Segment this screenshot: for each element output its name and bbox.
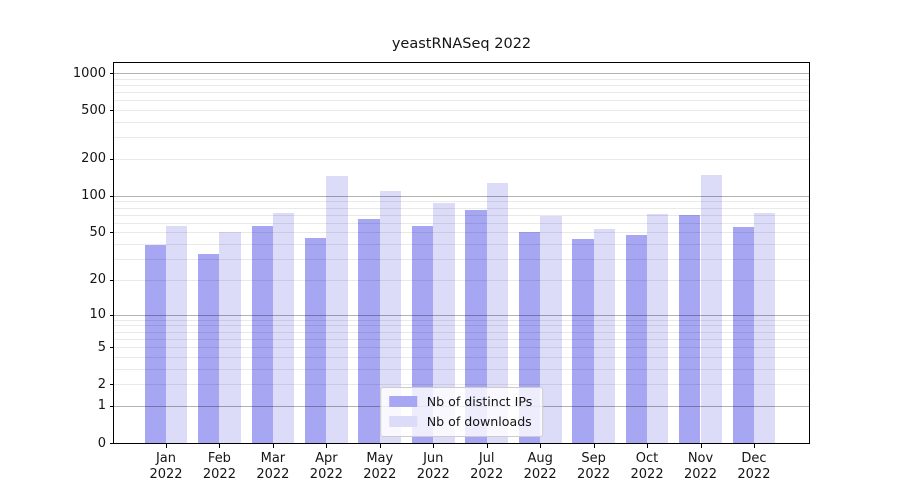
x-axis: Jan 2022 Feb 2022 Mar 2022 Apr 2022 May 2022… [114, 451, 809, 491]
y-tick-label: 0 [97, 435, 106, 451]
y-tick-label: 100 [81, 188, 106, 204]
x-tick-mark [647, 444, 649, 448]
legend: Nb of distinct IPs Nb of downloads [379, 387, 544, 437]
legend-swatch-ips [388, 396, 417, 407]
y-tick-label: 50 [89, 224, 106, 240]
x-tick-mark [379, 444, 381, 448]
bar-ips-mar [251, 225, 273, 443]
gridline-minor [114, 78, 809, 80]
bar-downloads-oct [647, 213, 669, 443]
bar-downloads-aug [540, 216, 562, 443]
gridline-minor [114, 84, 809, 86]
x-tick-label: Apr 2022 [309, 451, 343, 482]
bar-downloads-nov [700, 175, 722, 443]
gridline-minor [114, 222, 809, 224]
gridline-minor [114, 319, 809, 321]
gridline-minor [114, 232, 809, 234]
bar-downloads-dec [753, 213, 776, 443]
y-axis: 1000 500 200 100 50 20 10 5 2 1 0 [0, 63, 106, 451]
gridline-minor [114, 201, 809, 203]
y-tick-label: 5 [97, 339, 106, 355]
bar-ips-may [358, 219, 380, 443]
gridline-minor [114, 92, 809, 94]
x-tick-mark [700, 444, 702, 448]
y-tick-label: 200 [81, 151, 106, 167]
y-tick-label: 1000 [72, 65, 106, 81]
x-tick-mark [753, 444, 755, 448]
gridline-minor [114, 347, 809, 349]
x-tick-mark [486, 444, 488, 448]
gridline-minor [114, 259, 809, 261]
x-tick-label: Feb 2022 [202, 451, 236, 482]
legend-label: Nb of distinct IPs [426, 394, 533, 409]
legend-item: Nb of downloads [388, 414, 533, 429]
gridline-minor [114, 279, 809, 281]
legend-item: Nb of distinct IPs [388, 394, 533, 409]
x-tick-label: Jul 2022 [470, 451, 504, 482]
grid-layer [114, 63, 809, 443]
x-tick-label: Sep 2022 [577, 451, 611, 482]
gridline-minor [114, 368, 809, 370]
gridline-minor [114, 331, 809, 333]
x-tick-label: Jan 2022 [149, 451, 183, 482]
bar-ips-nov [679, 215, 701, 443]
gridline-major [114, 314, 809, 316]
legend-label: Nb of downloads [426, 414, 532, 429]
bar-downloads-jan [166, 225, 188, 443]
gridline-minor [114, 137, 809, 139]
plot-area: Nb of distinct IPs Nb of downloads [113, 62, 810, 444]
gridline-major [114, 73, 809, 74]
x-tick-mark [540, 444, 542, 448]
x-tick-label: Jun 2022 [416, 451, 450, 482]
x-tick-mark [433, 444, 435, 448]
gridline-minor [114, 244, 809, 246]
x-tick-mark [166, 444, 167, 448]
gridline-minor [114, 158, 809, 160]
y-tick-label: 10 [89, 307, 106, 323]
bar-ips-jan [144, 245, 166, 443]
gridline-minor [114, 338, 809, 340]
bar-ips-sep [572, 239, 594, 443]
gridline-minor [114, 384, 809, 386]
bar-downloads-apr [326, 176, 348, 443]
bar-downloads-feb [219, 232, 241, 443]
gridline-minor [114, 356, 809, 358]
bar-ips-dec [732, 227, 754, 443]
gridline-minor [114, 100, 809, 102]
x-tick-label: Mar 2022 [256, 451, 290, 482]
bar-ips-feb [198, 254, 220, 443]
legend-swatch-downloads [388, 416, 417, 427]
x-tick-label: Nov 2022 [683, 451, 718, 482]
gridline-minor [114, 207, 809, 209]
bar-downloads-sep [593, 229, 615, 443]
x-tick-mark [272, 444, 274, 448]
gridline-minor [114, 110, 809, 112]
gridline-major [114, 195, 809, 197]
bar-ips-apr [304, 237, 327, 443]
bars-layer [114, 63, 809, 443]
x-tick-label: Dec 2022 [737, 451, 771, 482]
chart-title: yeastRNASeq 2022 [391, 36, 532, 52]
y-tick-label: 2 [97, 376, 106, 392]
y-tick-label: 500 [81, 102, 106, 118]
gridline-minor [114, 325, 809, 327]
gridline-minor [114, 121, 809, 123]
bar-ips-oct [625, 234, 648, 443]
x-tick-mark [326, 444, 328, 448]
y-tick-label: 1 [97, 398, 106, 414]
bar-downloads-mar [272, 213, 295, 443]
gridline-minor [114, 214, 809, 216]
x-tick-mark [219, 444, 221, 448]
x-tick-mark [593, 444, 595, 448]
x-tick-label: May 2022 [363, 451, 397, 482]
x-tick-label: Aug 2022 [523, 451, 557, 482]
x-tick-label: Oct 2022 [630, 451, 664, 482]
y-tick-label: 20 [89, 272, 106, 288]
